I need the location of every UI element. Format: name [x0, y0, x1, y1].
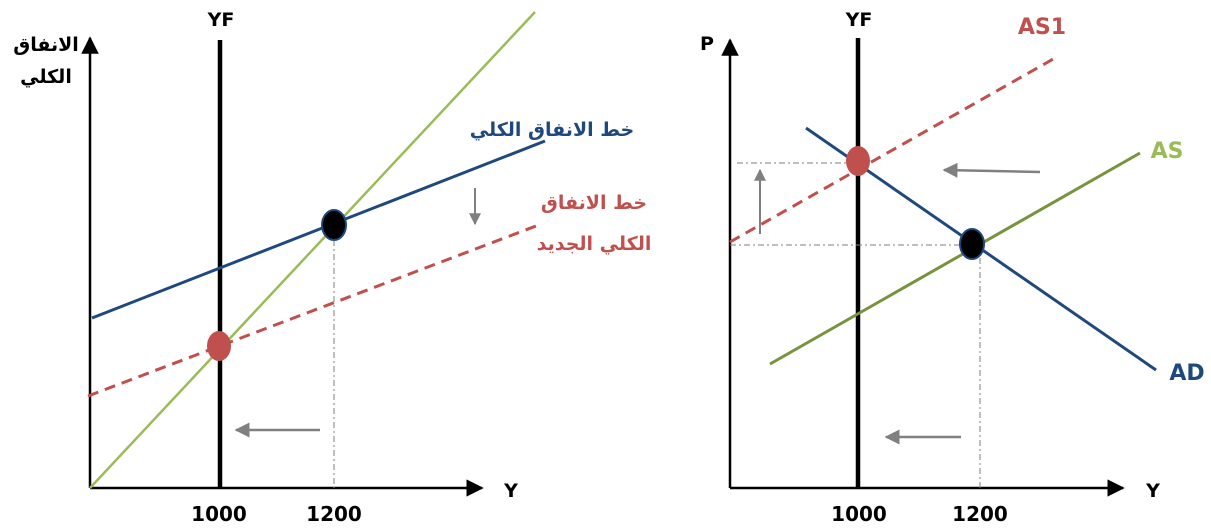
left-x-axis-label: Y [503, 480, 518, 502]
right-as-line [769, 151, 1141, 366]
left-panel: الانفاق الكلي YF خط الانفاق الكلي خط الا… [13, 9, 651, 526]
right-tick-1200: 1200 [952, 502, 1008, 526]
right-panel: P YF AS1 AS AD Y 1000 1200 [700, 9, 1205, 526]
right-tick-1000: 1000 [831, 502, 887, 526]
left-new-aggregate-expenditure-line [87, 224, 537, 398]
right-y-axis-label: P [700, 33, 714, 55]
right-new-equilibrium-point [846, 146, 870, 176]
left-ae-label: خط الانفاق الكلي [470, 119, 635, 141]
right-original-equilibrium-point [959, 228, 985, 260]
left-new-ae-label-line1: خط الانفاق [541, 192, 647, 214]
left-y-axis-label-line1: الانفاق [13, 34, 79, 56]
left-original-equilibrium-point [321, 209, 347, 241]
right-as-label: AS [1151, 139, 1184, 164]
left-tick-1000: 1000 [191, 502, 247, 526]
left-new-equilibrium-point [207, 331, 231, 361]
right-yf-label: YF [845, 9, 873, 31]
right-ad-label: AD [1169, 361, 1204, 386]
right-upper-leftward-arrow [942, 162, 1041, 178]
right-as1-label: AS1 [1018, 15, 1066, 40]
left-y-axis-label-line2: الكلي [20, 66, 72, 88]
left-aggregate-expenditure-line [91, 139, 546, 320]
right-x-axis-label: Y [1145, 480, 1160, 502]
left-new-ae-label-line2: الكلي الجديد [537, 233, 652, 255]
left-yf-label: YF [207, 9, 235, 31]
left-tick-1200: 1200 [306, 502, 362, 526]
right-as1-line [729, 56, 1056, 244]
left-45-degree-line [89, 11, 536, 489]
